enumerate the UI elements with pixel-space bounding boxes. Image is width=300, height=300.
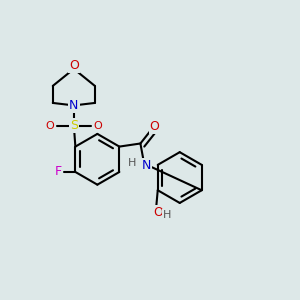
Text: O: O [150,120,160,133]
Text: S: S [70,119,78,132]
Text: N: N [142,159,151,172]
Text: H: H [128,158,136,168]
Text: O: O [93,121,102,130]
Text: F: F [55,166,62,178]
Text: O: O [153,206,163,219]
Text: O: O [46,121,54,130]
Text: H: H [163,210,171,220]
Text: O: O [69,59,79,72]
Text: N: N [69,99,79,112]
